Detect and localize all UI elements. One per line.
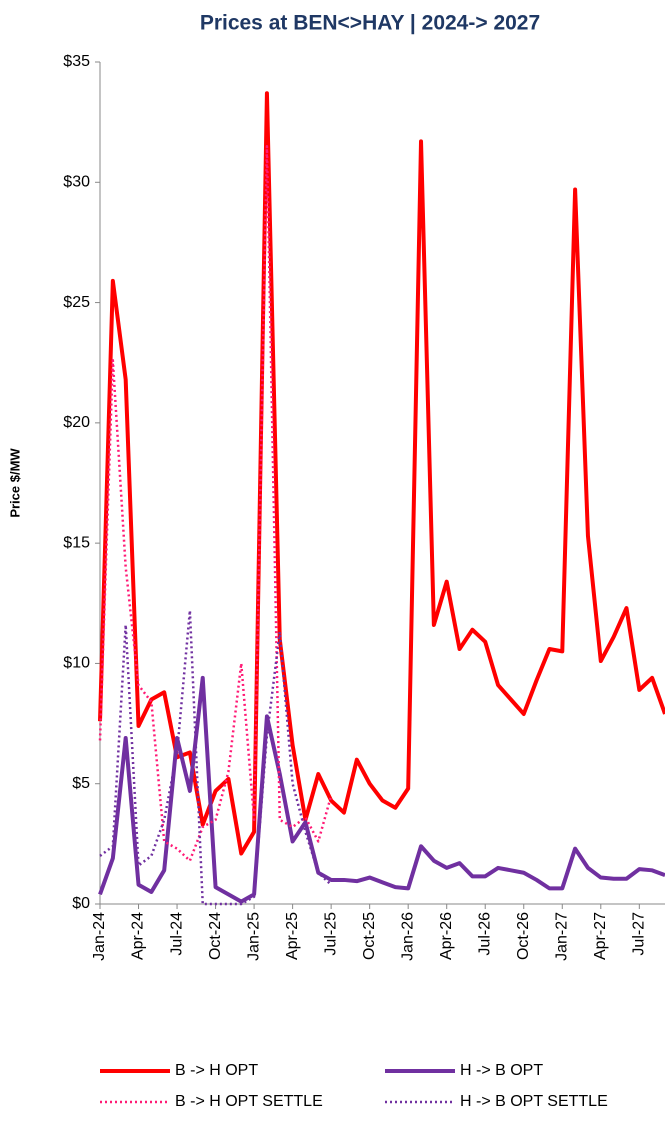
y-tick-label: $15	[63, 534, 90, 551]
series-line	[98, 91, 665, 856]
y-tick-label: $20	[63, 414, 90, 431]
legend-label: B -> H OPT SETTLE	[175, 1093, 323, 1110]
x-tick-label: Jul-25	[322, 912, 339, 956]
series-line	[98, 144, 333, 862]
y-tick-label: $0	[72, 895, 90, 912]
series-line	[99, 609, 332, 906]
x-tick-label: Jan-24	[91, 912, 108, 961]
y-tick-label: $35	[63, 53, 90, 70]
x-tick-label: Jul-27	[631, 912, 648, 956]
legend-label: H -> B OPT SETTLE	[460, 1093, 608, 1110]
x-tick-label: Apr-27	[592, 912, 609, 960]
y-tick-label: $10	[63, 655, 90, 672]
x-tick-label: Apr-24	[130, 912, 147, 960]
legend-label: H -> B OPT	[460, 1062, 543, 1079]
x-tick-label: Oct-26	[515, 912, 532, 960]
y-tick-label: $5	[72, 775, 90, 792]
y-tick-label: $25	[63, 294, 90, 311]
x-tick-label: Oct-24	[207, 912, 224, 960]
series-line	[98, 675, 665, 904]
x-tick-label: Apr-25	[284, 912, 301, 960]
y-axis-label: Price $/MW	[7, 448, 22, 518]
x-tick-label: Oct-25	[361, 912, 378, 960]
chart-title: Prices at BEN<>HAY | 2024-> 2027	[200, 12, 540, 35]
x-tick-label: Jan-25	[245, 912, 262, 961]
y-tick-label: $30	[63, 174, 90, 191]
legend-label: B -> H OPT	[175, 1062, 258, 1079]
x-tick-label: Jul-24	[168, 912, 185, 956]
x-tick-label: Jul-26	[476, 912, 493, 956]
x-tick-label: Apr-26	[438, 912, 455, 960]
x-tick-label: Jan-27	[553, 912, 570, 961]
x-tick-label: Jan-26	[399, 912, 416, 961]
